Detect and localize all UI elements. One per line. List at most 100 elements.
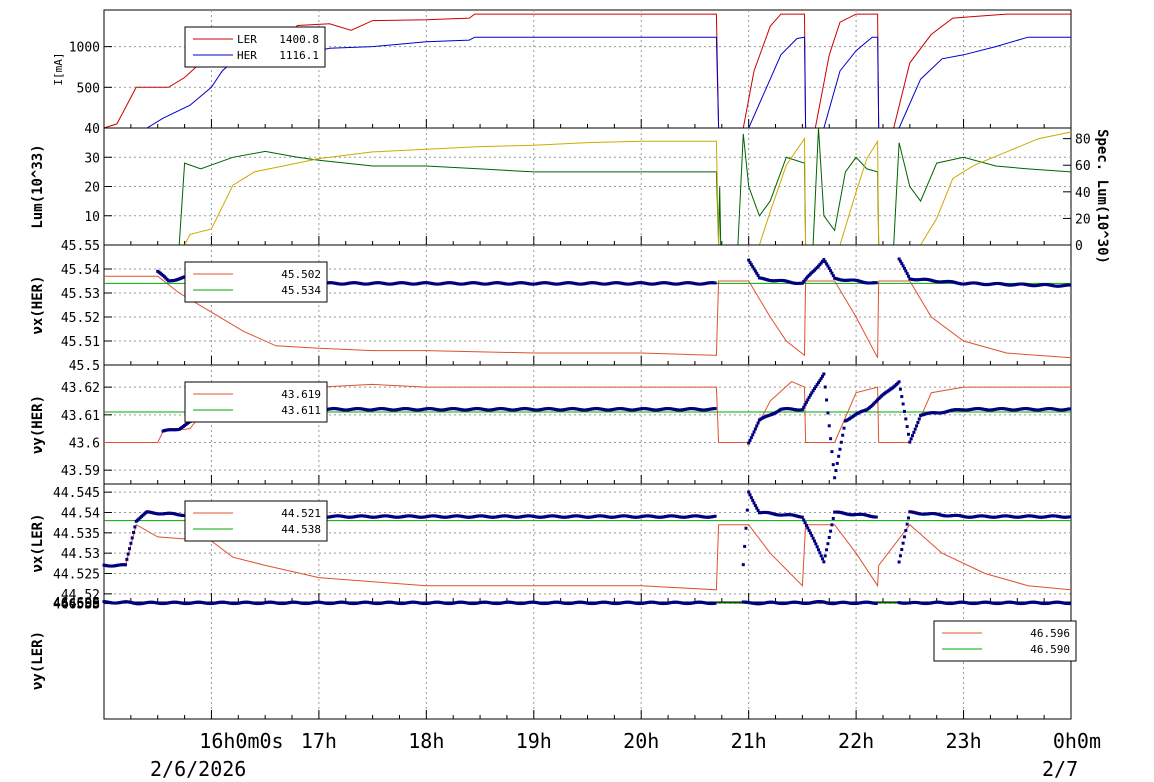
y-tick-label: 46.585 xyxy=(53,597,100,612)
legend-value: 45.502 xyxy=(281,268,321,281)
y-tick-label: 43.59 xyxy=(61,464,100,479)
y-tick-label: 44.54 xyxy=(61,506,100,521)
y-tick-label: 45.52 xyxy=(61,311,100,326)
tune-point xyxy=(904,528,908,532)
tune-point xyxy=(800,408,804,412)
tune-point xyxy=(751,433,755,437)
legend-value: 43.611 xyxy=(281,404,321,417)
tune-point xyxy=(749,436,753,440)
tune-point xyxy=(900,261,904,265)
tune-point xyxy=(811,536,815,540)
tune-point xyxy=(906,274,910,278)
tune-point xyxy=(826,542,830,546)
date-start-label: 2/6/2026 xyxy=(150,757,246,781)
time-tick-label: 0h0m xyxy=(1053,729,1101,753)
tune-point xyxy=(130,536,134,540)
tune-point xyxy=(713,514,717,518)
setpoint-line xyxy=(104,523,1072,591)
tune-point xyxy=(834,469,838,473)
tune-point xyxy=(755,424,759,428)
tune-point xyxy=(1068,407,1072,411)
tune-point xyxy=(823,260,827,264)
tune-point xyxy=(916,420,920,424)
time-tick-label: 23h xyxy=(945,729,981,753)
tune-point xyxy=(900,395,904,399)
tune-point xyxy=(748,438,752,442)
tune-point xyxy=(128,547,132,551)
tune-point xyxy=(838,447,842,451)
tune-point xyxy=(901,541,905,545)
panel-luminosity: 10 20 30 40 Lum(10^33) 0 20 40 60 80 Spec. Lum(10^… xyxy=(30,122,1110,264)
tune-point xyxy=(1068,283,1072,287)
y-axis-title: I[mA] xyxy=(52,52,65,85)
tune-point xyxy=(817,381,821,385)
tune-point xyxy=(744,526,748,530)
y-tick-label: 46.605 xyxy=(53,596,100,611)
tune-point xyxy=(826,411,830,415)
tune-point xyxy=(904,417,908,421)
legend-value: 1400.8 xyxy=(279,33,319,46)
tune-point xyxy=(806,526,810,530)
y-axis-title: νy(LER) xyxy=(30,631,46,690)
tune-point xyxy=(898,259,902,263)
tune-point xyxy=(901,402,905,406)
tune-point xyxy=(811,389,815,393)
tune-point xyxy=(825,398,829,402)
tune-point xyxy=(747,490,751,494)
tune-point xyxy=(812,539,816,543)
y-axis-title: νy(HER) xyxy=(30,395,46,454)
tune-point xyxy=(911,434,915,438)
y-axis-title: Lum(10^33) xyxy=(30,144,46,228)
panel-frame xyxy=(103,601,1072,720)
tune-point xyxy=(810,534,814,538)
tune-point xyxy=(747,258,751,262)
tune-point xyxy=(842,426,846,430)
panel-nux_her: 45.5 45.51 45.52 45.53 45.54 45.55 νx(HER) 45.5… xyxy=(30,239,1072,374)
legend: LER 1400.8 HER 1116.1 xyxy=(184,26,326,68)
legend: 44.521 44.538 xyxy=(184,500,328,542)
tune-point xyxy=(874,515,878,519)
tune-point xyxy=(814,385,818,389)
tune-point xyxy=(912,430,916,434)
tune-point xyxy=(902,535,906,539)
tune-point xyxy=(752,430,756,434)
tune-point xyxy=(749,496,753,500)
tune-point xyxy=(909,437,913,441)
y-tick-label: 45.51 xyxy=(61,335,100,350)
y-tick-label: 10 xyxy=(84,210,100,225)
y-tick-label: 45.5 xyxy=(69,359,100,374)
tune-point xyxy=(751,498,755,502)
legend-series-name: HER xyxy=(237,49,257,62)
panel-nux_ler: 44.52 44.525 44.53 44.535 44.54 44.545 νx(LER)… xyxy=(30,483,1072,603)
y-tick-label: 44.535 xyxy=(53,527,100,542)
tune-point xyxy=(752,501,756,505)
tune-point xyxy=(898,387,902,391)
time-axis: 2/6/2026 2/7 16h0m0s 17h 18h 19h 20h 21h 22h 23… xyxy=(150,729,1101,781)
tune-point xyxy=(808,393,812,397)
tune-point xyxy=(905,272,909,276)
tune-point xyxy=(837,454,841,458)
tune-point xyxy=(904,269,908,273)
tune-point xyxy=(745,508,749,512)
tune-point xyxy=(803,403,807,407)
tune-point xyxy=(818,551,822,555)
tune-point xyxy=(829,269,833,273)
tune-point xyxy=(833,476,837,480)
tune-point xyxy=(823,385,827,389)
legend: 43.619 43.611 xyxy=(184,381,328,423)
tune-point xyxy=(804,400,808,404)
tune-point xyxy=(897,560,901,564)
tune-point xyxy=(906,432,910,436)
tune-point xyxy=(713,601,717,605)
tune-point xyxy=(898,554,902,558)
y-tick-label: 43.61 xyxy=(61,409,100,424)
y-tick-label: 44.53 xyxy=(61,547,100,562)
y-tick-label: 45.53 xyxy=(61,287,100,302)
y-tick-label: 30 xyxy=(84,151,100,166)
tune-point xyxy=(917,417,921,421)
tune-point xyxy=(830,523,834,527)
tune-point xyxy=(1068,602,1072,606)
tune-point xyxy=(748,493,752,497)
tune-point xyxy=(815,545,819,549)
y-tick-label: 20 xyxy=(84,181,100,196)
